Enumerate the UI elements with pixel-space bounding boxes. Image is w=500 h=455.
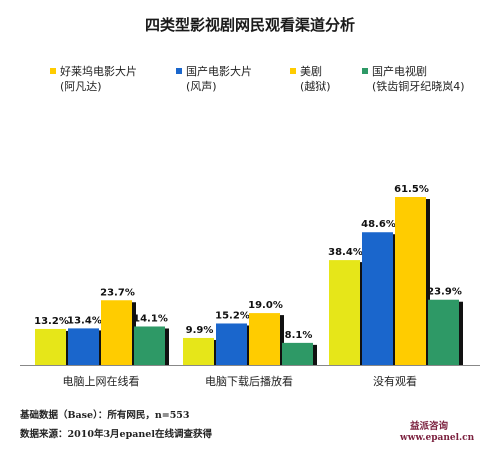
data-label-download-hollywood: 9.9% <box>186 325 214 336</box>
brand-name: 益派咨询 <box>410 421 449 432</box>
bar-shadow-not-watched-domestic-tv <box>459 301 463 365</box>
bar-not-watched-domestic-tv <box>428 299 459 365</box>
bar-download-us-drama <box>249 313 280 365</box>
category-label-online: 电脑上网在线看 <box>63 374 140 388</box>
bar-online-domestic-tv <box>134 326 165 365</box>
legend-item-hollywood: 好莱坞电影大片 (阿凡达) <box>50 64 137 94</box>
chart-legend: 好莱坞电影大片 (阿凡达) 国产电影大片 (风声) 美剧 (越狱) 国产电视剧 … <box>50 64 500 104</box>
legend-item-domestic-film: 国产电影大片 (风声) <box>176 64 252 94</box>
bar-online-hollywood <box>35 328 66 365</box>
legend-item-domestic-tv: 国产电视剧 (铁齿铜牙纪晓岚4) <box>362 64 465 94</box>
data-label-online-domestic-film: 13.4% <box>67 315 102 326</box>
data-label-download-domestic-tv: 8.1% <box>285 330 313 341</box>
legend-sublabel-domestic-tv: (铁齿铜牙纪晓岚4) <box>372 80 465 93</box>
base-note: 基础数据（Base）：所有网民，n=553 <box>20 410 190 421</box>
chart-title: 四类型影视剧网民观看渠道分析 <box>144 16 355 34</box>
bar-online-domestic-film <box>68 328 99 365</box>
bar-shadow-download-domestic-tv <box>313 344 317 365</box>
legend-sublabel-domestic-film: (风声) <box>186 80 217 93</box>
legend-label-us-drama: 美剧 <box>300 65 322 78</box>
legend-swatch-us-drama <box>290 68 296 74</box>
bar-not-watched-domestic-film <box>362 232 393 365</box>
legend-sublabel-us-drama: (越狱) <box>300 80 331 93</box>
bar-shadow-download-us-drama <box>280 315 284 365</box>
legend-item-us-drama: 美剧 (越狱) <box>290 64 331 94</box>
bar-not-watched-us-drama <box>395 197 426 365</box>
bar-download-hollywood <box>183 337 214 365</box>
bar-shadow-not-watched-us-drama <box>426 199 430 365</box>
bar-online-us-drama <box>101 300 132 365</box>
legend-swatch-hollywood <box>50 68 56 74</box>
data-label-not-watched-us-drama: 61.5% <box>394 184 429 195</box>
legend-swatch-domestic-tv <box>362 68 368 74</box>
bar-shadow-online-domestic-tv <box>165 328 169 365</box>
brand-url: www.epanel.cn <box>400 433 475 443</box>
data-label-not-watched-hollywood: 38.4% <box>328 247 363 258</box>
data-label-online-us-drama: 23.7% <box>100 287 135 298</box>
bar-not-watched-hollywood <box>329 260 360 365</box>
bar-download-domestic-tv <box>282 342 313 365</box>
legend-label-domestic-tv: 国产电视剧 <box>372 65 427 78</box>
data-label-not-watched-domestic-film: 48.6% <box>361 219 396 230</box>
legend-sublabel-hollywood: (阿凡达) <box>60 80 102 93</box>
data-label-online-domestic-tv: 14.1% <box>133 313 168 324</box>
legend-swatch-domestic-film <box>176 68 182 74</box>
source-note: 数据来源：2010年3月epanel在线调查获得 <box>20 429 212 440</box>
data-label-not-watched-domestic-tv: 23.9% <box>427 287 462 298</box>
legend-label-domestic-film: 国产电影大片 <box>186 65 252 78</box>
legend-label-hollywood: 好莱坞电影大片 <box>60 65 137 78</box>
data-label-online-hollywood: 13.2% <box>34 316 69 327</box>
bar-download-domestic-film <box>216 323 247 365</box>
category-label-download: 电脑下载后播放看 <box>205 374 293 388</box>
data-label-download-domestic-film: 15.2% <box>215 310 250 321</box>
category-label-not-watched: 没有观看 <box>373 374 417 388</box>
data-label-download-us-drama: 19.0% <box>248 300 283 311</box>
